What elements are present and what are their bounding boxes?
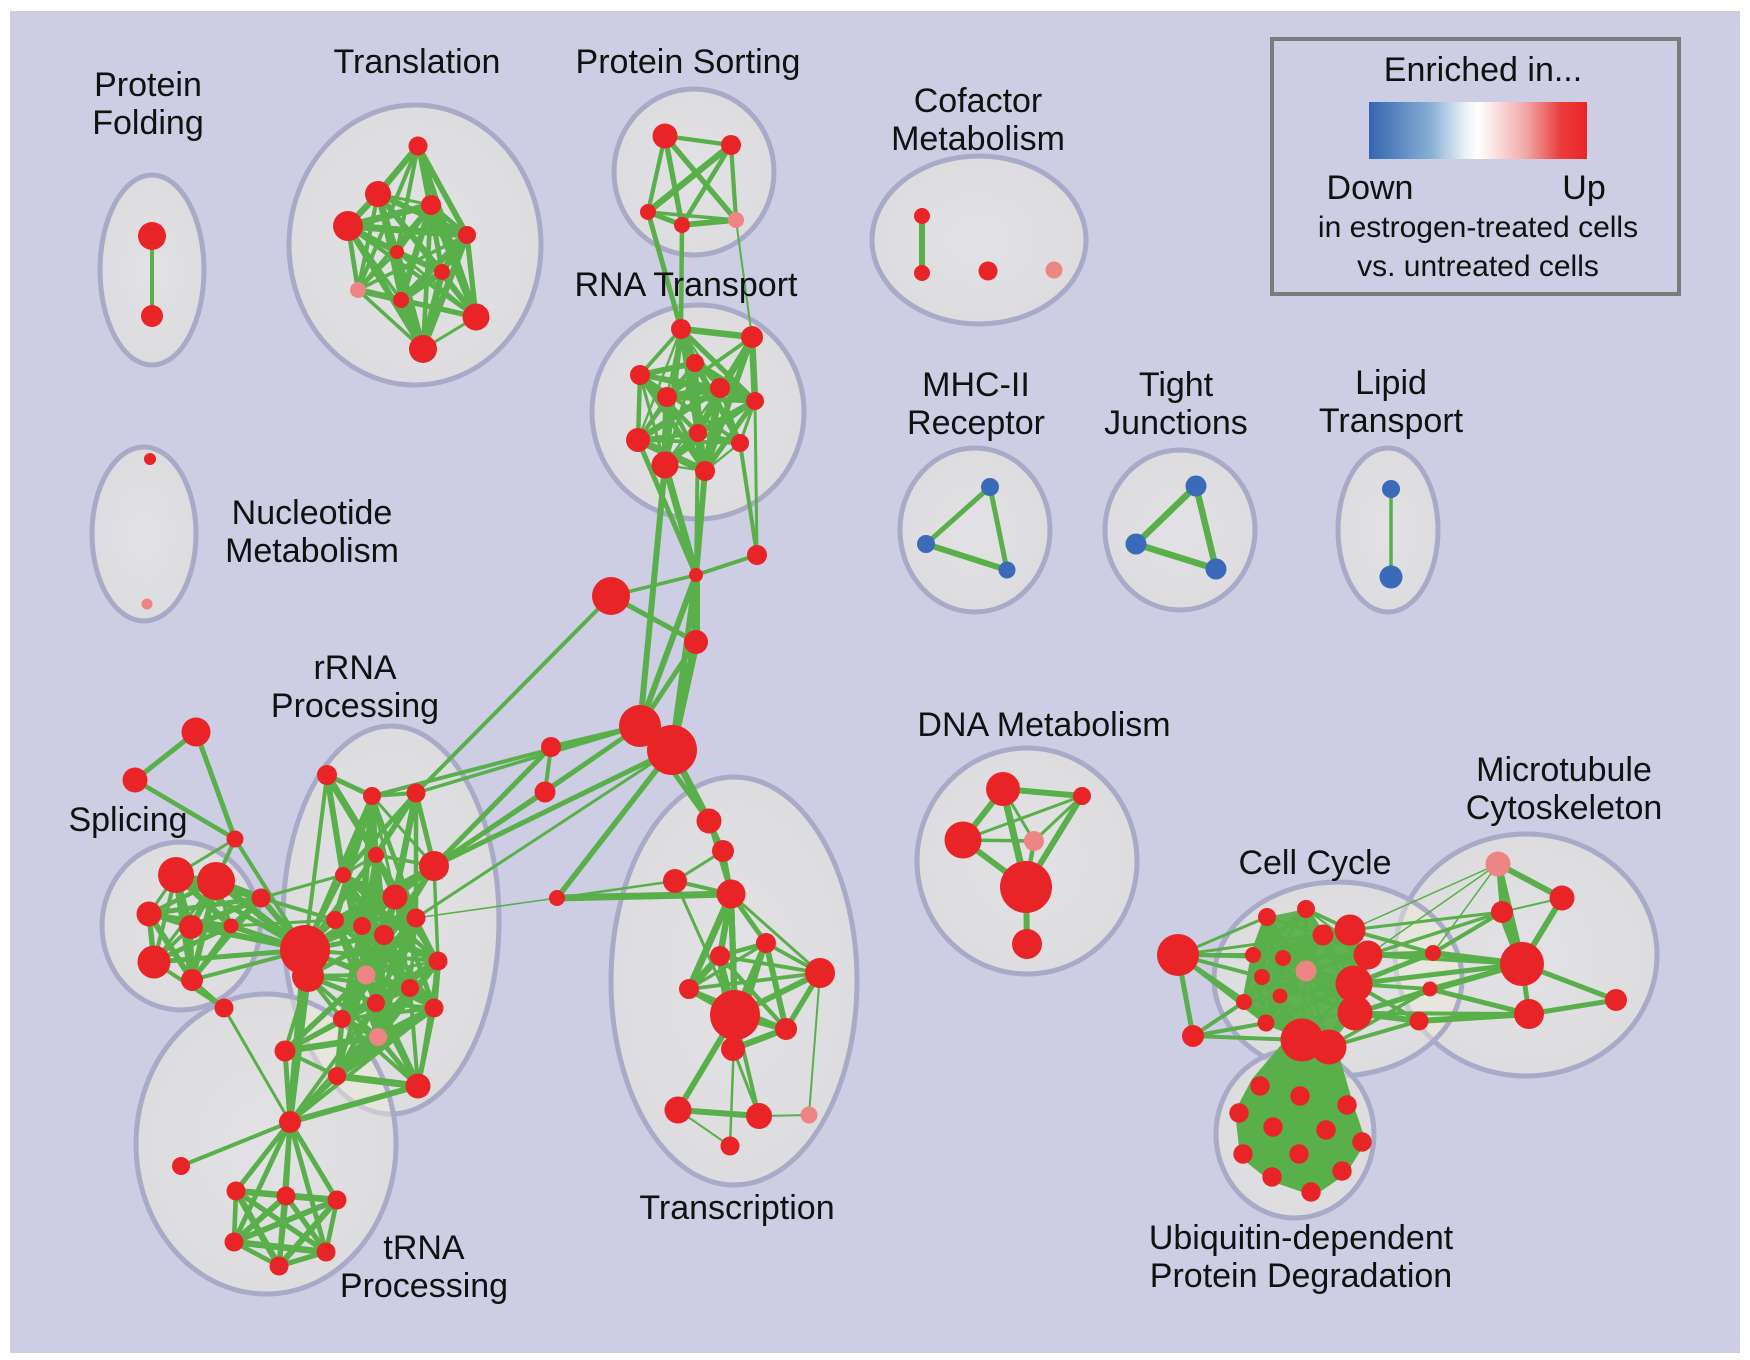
svg-text:Cofactor: Cofactor: [914, 82, 1043, 120]
svg-text:Cell Cycle: Cell Cycle: [1238, 844, 1391, 882]
svg-text:Microtubule: Microtubule: [1476, 751, 1652, 789]
svg-text:Junctions: Junctions: [1104, 404, 1248, 442]
svg-text:Nucleotide: Nucleotide: [232, 494, 393, 532]
svg-text:Splicing: Splicing: [68, 801, 187, 839]
svg-text:Up: Up: [1562, 169, 1605, 207]
svg-text:Receptor: Receptor: [907, 404, 1045, 442]
svg-text:in estrogen-treated cells: in estrogen-treated cells: [1318, 211, 1638, 244]
svg-text:Lipid: Lipid: [1355, 364, 1427, 402]
svg-text:Metabolism: Metabolism: [225, 532, 399, 570]
svg-text:Down: Down: [1327, 169, 1414, 207]
svg-text:Enriched in...: Enriched in...: [1384, 51, 1582, 89]
svg-text:Transport: Transport: [1319, 402, 1464, 440]
svg-text:Translation: Translation: [334, 43, 501, 81]
svg-text:Protein Sorting: Protein Sorting: [576, 43, 801, 81]
svg-text:Folding: Folding: [92, 104, 204, 142]
svg-text:MHC-II: MHC-II: [922, 366, 1030, 404]
svg-text:DNA Metabolism: DNA Metabolism: [917, 706, 1170, 744]
svg-text:Processing: Processing: [271, 687, 439, 725]
svg-text:Protein Degradation: Protein Degradation: [1150, 1257, 1452, 1295]
svg-text:tRNA: tRNA: [383, 1229, 465, 1267]
svg-text:RNA Transport: RNA Transport: [575, 266, 799, 304]
svg-text:Transcription: Transcription: [639, 1189, 834, 1227]
svg-text:Ubiquitin-dependent: Ubiquitin-dependent: [1149, 1219, 1454, 1257]
svg-text:vs. untreated cells: vs. untreated cells: [1357, 250, 1599, 283]
svg-text:Protein: Protein: [94, 66, 202, 104]
svg-text:Processing: Processing: [340, 1267, 508, 1305]
svg-text:rRNA: rRNA: [313, 649, 396, 687]
svg-text:Tight: Tight: [1139, 366, 1214, 404]
svg-text:Cytoskeleton: Cytoskeleton: [1466, 789, 1663, 827]
svg-text:Metabolism: Metabolism: [891, 120, 1065, 158]
